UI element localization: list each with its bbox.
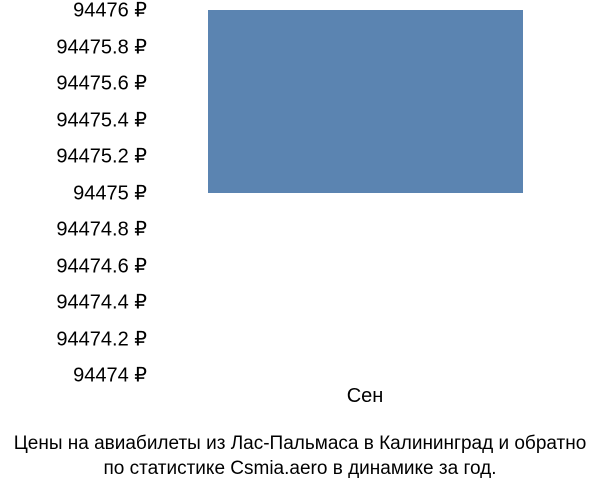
caption-line-1: Цены на авиабилеты из Лас-Пальмаса в Кал… bbox=[0, 432, 600, 457]
y-tick-label: 94474.4 ₽ bbox=[56, 290, 147, 315]
caption-line-2: по статистике Csmia.aero в динамике за г… bbox=[0, 457, 600, 482]
y-tick-label: 94475.2 ₽ bbox=[56, 144, 147, 169]
y-tick-label: 94475.4 ₽ bbox=[56, 107, 147, 132]
y-tick-label: 94474.2 ₽ bbox=[56, 326, 147, 351]
chart-caption: Цены на авиабилеты из Лас-Пальмаса в Кал… bbox=[0, 432, 600, 481]
y-tick-label: 94474 ₽ bbox=[73, 363, 147, 388]
bar bbox=[208, 10, 523, 193]
x-axis: Сен bbox=[155, 380, 575, 420]
x-tick-label: Сен bbox=[347, 385, 384, 408]
y-axis: 94476 ₽ 94475.8 ₽ 94475.6 ₽ 94475.4 ₽ 94475.… bbox=[0, 0, 155, 380]
y-tick-label: 94476 ₽ bbox=[73, 0, 147, 23]
price-chart: 94476 ₽ 94475.8 ₽ 94475.6 ₽ 94475.4 ₽ 94475.… bbox=[0, 0, 600, 430]
y-tick-label: 94474.6 ₽ bbox=[56, 253, 147, 278]
y-tick-label: 94475.8 ₽ bbox=[56, 34, 147, 59]
y-tick-label: 94475 ₽ bbox=[73, 180, 147, 205]
plot-area bbox=[155, 10, 575, 375]
y-tick-label: 94474.8 ₽ bbox=[56, 217, 147, 242]
y-tick-label: 94475.6 ₽ bbox=[56, 71, 147, 96]
